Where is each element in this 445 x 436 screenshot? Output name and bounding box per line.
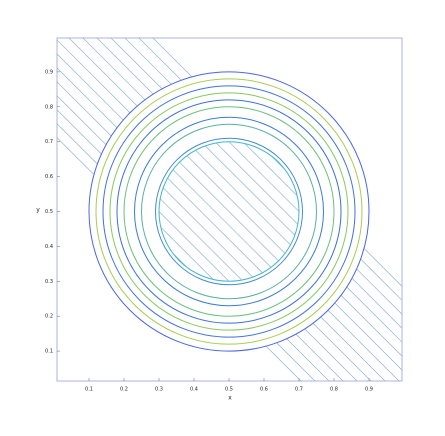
y-tick-label: 0.3	[45, 279, 53, 285]
contour-line	[57, 123, 316, 381]
x-tick-label: 0.3	[155, 387, 163, 393]
contour-ring	[109, 92, 349, 331]
contour-line	[152, 38, 402, 287]
plot-frame	[56, 37, 403, 382]
line-contours	[57, 38, 402, 381]
contour-line	[82, 38, 402, 357]
contour-line	[57, 53, 386, 381]
contour-line	[57, 39, 400, 381]
x-tick-label: 0.6	[260, 387, 268, 393]
contour-ring	[123, 106, 335, 317]
y-axis-label: y	[36, 207, 40, 214]
y-tick-label: 0.4	[45, 244, 53, 250]
x-tick-label: 0.2	[120, 387, 128, 393]
contour-ring	[141, 123, 317, 300]
contour-ring	[95, 78, 363, 345]
contour-ring	[88, 71, 370, 352]
y-tick-label: 0.7	[45, 139, 53, 145]
contour-ring	[116, 99, 342, 324]
y-tick-label: 0.6	[45, 174, 53, 180]
contour-line	[57, 137, 302, 381]
x-axis-label: x	[228, 395, 232, 402]
contour-ring	[134, 116, 324, 307]
contour-ring	[158, 141, 300, 282]
x-tick-label: 0.7	[295, 387, 303, 393]
x-tick-label: 0.1	[85, 387, 93, 393]
x-tick-label: 0.8	[330, 387, 338, 393]
x-tick-label: 0.4	[190, 387, 198, 393]
contour-line	[68, 38, 402, 371]
y-tick-label: 0.1	[45, 349, 53, 355]
contour-ring	[155, 137, 303, 286]
x-tick-label: 0.5	[225, 387, 233, 393]
y-tick-label: 0.2	[45, 314, 53, 320]
y-tick-label: 0.5	[45, 209, 53, 215]
x-tick-label: 0.9	[365, 387, 373, 393]
y-tick-label: 0.8	[45, 104, 53, 110]
y-tick-label: 0.9	[45, 69, 53, 75]
contour-line	[57, 81, 358, 381]
contour-line	[110, 38, 402, 329]
contour-line	[96, 38, 402, 343]
contour-line	[138, 38, 402, 301]
contour-line	[124, 38, 402, 315]
contour-ring	[102, 85, 356, 338]
contour-line	[57, 95, 344, 381]
contour-line	[57, 67, 372, 381]
